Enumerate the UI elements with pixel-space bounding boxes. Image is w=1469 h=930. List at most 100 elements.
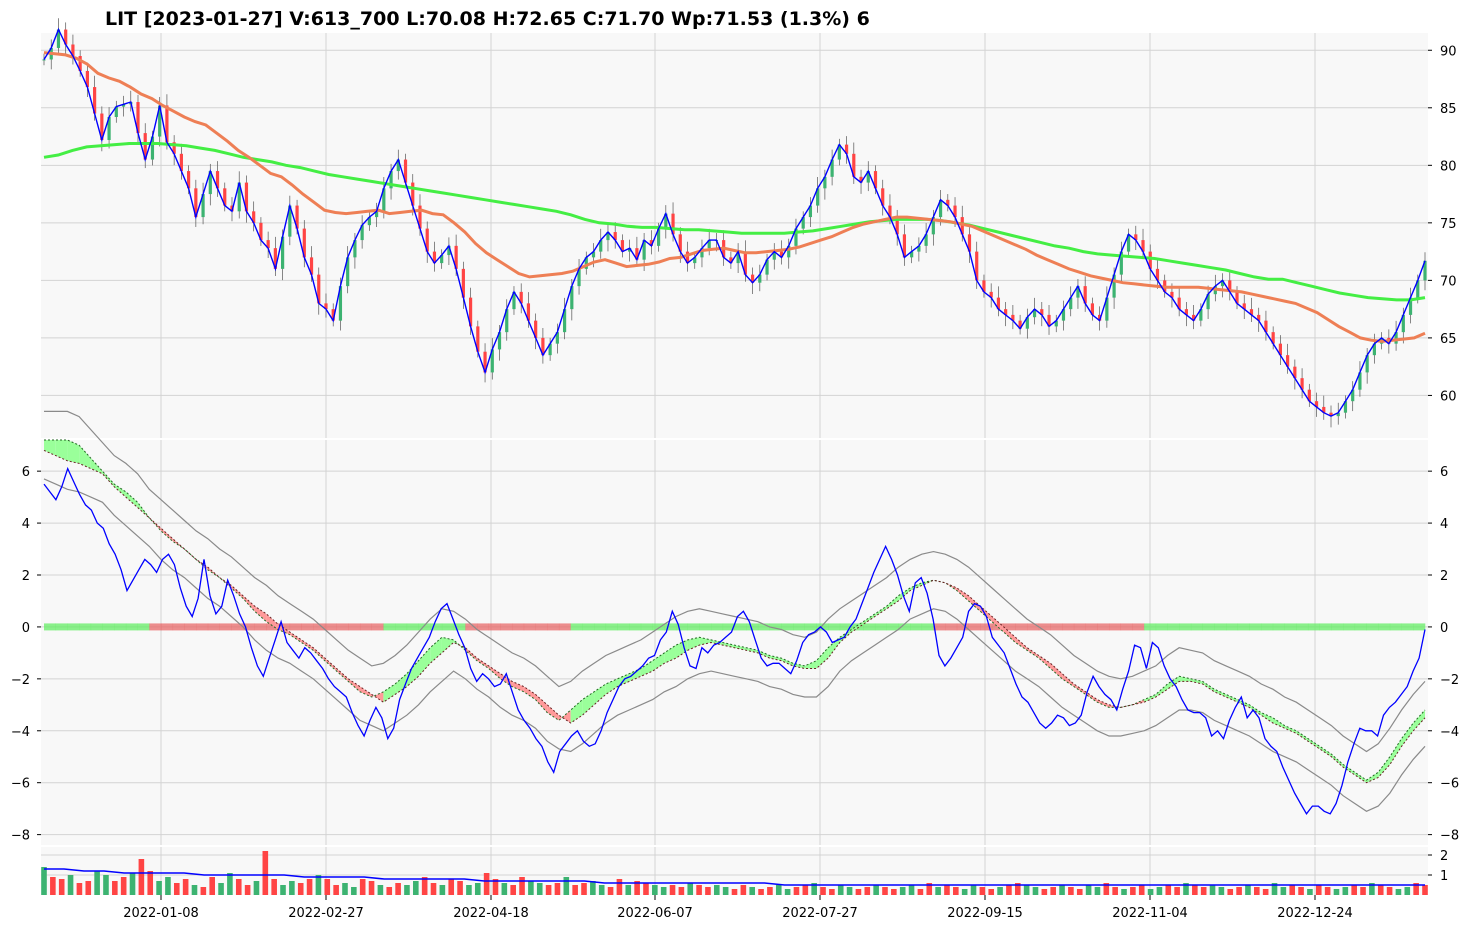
volume-bar	[439, 885, 446, 895]
candle-body	[1090, 303, 1095, 315]
y-tick-label-right: −2	[1440, 673, 1459, 688]
volume-bar	[660, 887, 667, 895]
volume-bar	[129, 873, 136, 895]
volume-bar	[377, 885, 384, 895]
candle-body	[729, 257, 733, 264]
ribbon-segment	[289, 632, 302, 643]
candle-body	[924, 234, 928, 246]
candle-body	[873, 171, 878, 189]
candle-body	[1206, 294, 1210, 310]
candle-body	[606, 232, 610, 241]
ribbon-segment	[851, 621, 864, 633]
volume-bar	[1360, 887, 1366, 895]
zero-signal-segment	[1073, 623, 1086, 631]
volume-bar	[829, 889, 835, 895]
y-tick-label-right: 4	[1440, 517, 1448, 532]
candle-body	[1300, 378, 1304, 390]
volume-bar	[1236, 887, 1242, 895]
volume-bar	[687, 883, 694, 895]
y-tick-label-right: −6	[1440, 777, 1459, 792]
zero-signal-segment	[44, 623, 57, 631]
candle-body	[642, 240, 646, 260]
zero-signal-segment	[348, 623, 361, 631]
y-tick-label-right: −8	[1440, 829, 1459, 844]
candle-body	[201, 194, 205, 218]
candle-body	[93, 87, 97, 114]
candle-body	[519, 291, 523, 304]
zero-signal-segment	[324, 623, 337, 631]
volume-bar	[1271, 883, 1278, 895]
candle-body	[613, 232, 617, 241]
zero-signal-segment	[1038, 623, 1051, 631]
zero-signal-segment	[582, 623, 595, 631]
ribbon-segment	[1132, 699, 1145, 705]
zero-signal-segment	[1097, 623, 1110, 631]
volume-bar	[775, 885, 782, 895]
zero-signal-segment	[1389, 623, 1402, 631]
candle-body	[772, 251, 776, 260]
candle-body	[85, 70, 89, 88]
volume-bar	[554, 883, 561, 895]
zero-signal-segment	[629, 623, 642, 631]
candle-body	[1271, 332, 1275, 344]
y-tick-label-right: 80	[1440, 159, 1457, 174]
candle-body	[1141, 240, 1145, 252]
zero-signal-segment	[1202, 623, 1215, 631]
candle-body	[656, 228, 661, 246]
ribbon-segment	[910, 582, 922, 591]
zero-signal-segment	[1155, 623, 1168, 631]
candle-body	[1119, 251, 1123, 275]
zero-signal-segment	[547, 623, 560, 631]
volume-bar	[120, 877, 127, 895]
volume-bar	[820, 887, 826, 895]
volume-bar	[625, 885, 632, 895]
candle-body	[1047, 314, 1051, 327]
volume-bar	[749, 887, 756, 895]
y-tick-label-right: 2	[1440, 569, 1448, 584]
zero-signal-segment	[1319, 623, 1332, 631]
candle-body	[42, 59, 46, 61]
volume-bar	[837, 885, 844, 895]
zero-signal-segment	[910, 623, 923, 631]
volume-bar	[616, 879, 623, 895]
volume-bar	[1032, 887, 1039, 895]
candle-body	[938, 199, 943, 218]
volume-bar	[581, 883, 587, 895]
volume-bar	[767, 887, 773, 895]
zero-signal-segment	[172, 623, 185, 631]
candle-body	[497, 332, 502, 350]
y-tick-label-right: 0	[1440, 621, 1448, 636]
volume-bar	[58, 879, 65, 895]
ribbon-segment	[652, 652, 665, 672]
ribbon-segment	[1073, 684, 1086, 695]
zero-signal-segment	[1003, 623, 1016, 631]
candle-body	[526, 303, 531, 321]
volume-bar	[855, 889, 862, 895]
candle-body	[1242, 303, 1246, 310]
zero-signal-segment	[664, 623, 677, 631]
y-tick-label-left: 0	[22, 621, 30, 636]
ribbon-segment	[1179, 676, 1191, 682]
ribbon-segment	[722, 642, 735, 648]
y-tick-label-right: 90	[1440, 44, 1457, 59]
zero-signal-segment	[1331, 623, 1344, 631]
candle-body	[56, 29, 61, 48]
zero-signal-segment	[441, 623, 454, 631]
x-tick-label: 2022-07-27	[782, 906, 858, 921]
y-tick-label-right: 65	[1440, 332, 1457, 347]
x-tick-label: 2022-12-24	[1277, 906, 1353, 921]
volume-average-line	[44, 868, 1425, 886]
x-tick-label: 2022-09-15	[947, 906, 1023, 921]
zero-signal-segment	[453, 623, 466, 631]
candle-body	[765, 259, 769, 275]
volume-bar	[1156, 887, 1163, 895]
candle-body	[1235, 291, 1239, 304]
ribbon-segment	[793, 663, 805, 669]
ribbon-segment	[1214, 689, 1227, 698]
zero-signal-segment	[1132, 623, 1145, 631]
volume-bar	[404, 885, 410, 895]
candle-body	[902, 234, 907, 258]
volume-bar	[705, 887, 711, 895]
candle-body	[266, 240, 270, 249]
